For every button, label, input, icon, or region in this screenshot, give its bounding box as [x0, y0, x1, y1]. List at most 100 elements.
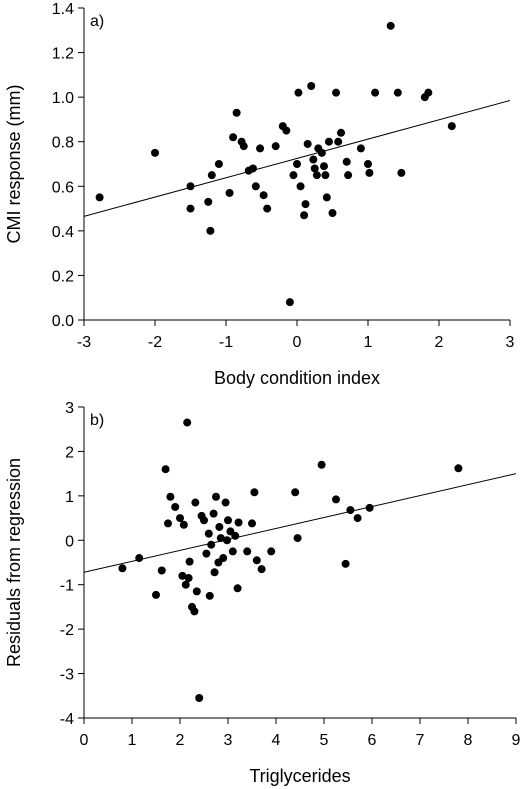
data-point [271, 142, 280, 151]
data-point [232, 108, 241, 117]
y-tick-label: -3 [60, 667, 74, 684]
data-point [205, 591, 214, 600]
y-tick-label: 1.2 [52, 46, 74, 63]
data-point [95, 193, 104, 202]
data-point [309, 155, 318, 164]
data-point [178, 571, 187, 580]
y-tick-label: 0.2 [52, 268, 74, 285]
y-tick-label: 0.4 [52, 224, 74, 241]
data-point [307, 82, 316, 90]
data-point [229, 133, 238, 142]
data-point [322, 193, 331, 202]
data-point [291, 488, 300, 497]
x-axis-label: Triglycerides [249, 766, 350, 786]
data-point [293, 534, 302, 543]
y-tick-label: 0.8 [52, 135, 74, 152]
data-point [289, 171, 298, 180]
y-axis-label: CMI response (mm) [4, 84, 24, 243]
data-point [293, 160, 301, 168]
x-axis-label: Body condition index [214, 368, 380, 388]
y-tick-label: 1.0 [52, 90, 74, 107]
data-point [337, 128, 346, 137]
data-point [215, 522, 224, 531]
data-point [259, 191, 268, 200]
x-tick-label: 6 [368, 732, 377, 749]
data-point [204, 197, 213, 206]
data-point [166, 492, 175, 501]
data-point [216, 534, 225, 543]
data-point [171, 502, 180, 511]
data-point [243, 547, 252, 556]
x-tick-label: 2 [176, 732, 185, 749]
y-tick-label: 0 [65, 533, 74, 550]
data-point [447, 122, 456, 131]
data-point [181, 580, 190, 589]
data-point [161, 465, 170, 474]
data-point [424, 88, 433, 97]
data-point [192, 587, 201, 596]
data-point [285, 298, 294, 307]
data-point [195, 694, 204, 703]
data-point [248, 519, 256, 528]
data-point [186, 204, 195, 213]
data-point [202, 549, 211, 558]
data-point [397, 168, 406, 177]
y-tick-label: -1 [60, 578, 74, 595]
data-point [248, 164, 257, 173]
data-point [332, 88, 341, 97]
data-point [386, 21, 395, 30]
data-point [263, 204, 272, 213]
data-point [312, 171, 321, 180]
data-point [353, 514, 362, 523]
data-point [157, 566, 166, 575]
data-point [214, 160, 223, 168]
data-point [209, 509, 218, 518]
x-tick-label: -1 [219, 334, 233, 351]
data-point [310, 164, 319, 173]
data-point [176, 514, 184, 523]
x-tick-label: 2 [435, 334, 444, 351]
data-point [454, 464, 463, 473]
data-point [200, 516, 208, 525]
y-tick-label: 0.0 [52, 313, 74, 330]
x-tick-label: 3 [224, 732, 233, 749]
data-point [328, 209, 337, 218]
data-point [251, 182, 260, 191]
data-point [341, 559, 350, 568]
data-point [319, 162, 328, 171]
y-tick-label: 1.4 [52, 1, 74, 18]
data-point [256, 144, 265, 153]
data-point [296, 182, 305, 191]
data-point [301, 200, 310, 209]
data-point [118, 564, 127, 573]
data-point [393, 88, 402, 97]
y-tick-label: -2 [60, 622, 74, 639]
panel-label: b) [90, 412, 104, 429]
data-point [164, 519, 172, 528]
data-point [321, 171, 330, 180]
data-point [317, 460, 326, 469]
data-point [135, 554, 144, 563]
data-point [219, 554, 228, 563]
data-point [371, 88, 380, 97]
data-point [294, 88, 303, 97]
x-tick-label: 7 [416, 732, 425, 749]
data-point [210, 568, 219, 577]
panel-label: a) [90, 13, 104, 30]
data-point [221, 498, 230, 507]
data-point [365, 168, 374, 177]
x-tick-label: -3 [77, 334, 91, 351]
data-point [344, 171, 353, 180]
data-point [228, 547, 237, 556]
data-point [257, 565, 266, 574]
data-point [179, 520, 188, 529]
data-point [250, 488, 259, 497]
x-tick-label: 9 [512, 732, 520, 749]
y-tick-label: 0.6 [52, 179, 74, 196]
data-point [225, 188, 234, 197]
data-point [303, 139, 312, 148]
data-point [207, 171, 216, 180]
x-tick-label: 5 [320, 732, 329, 749]
data-point [267, 547, 276, 556]
